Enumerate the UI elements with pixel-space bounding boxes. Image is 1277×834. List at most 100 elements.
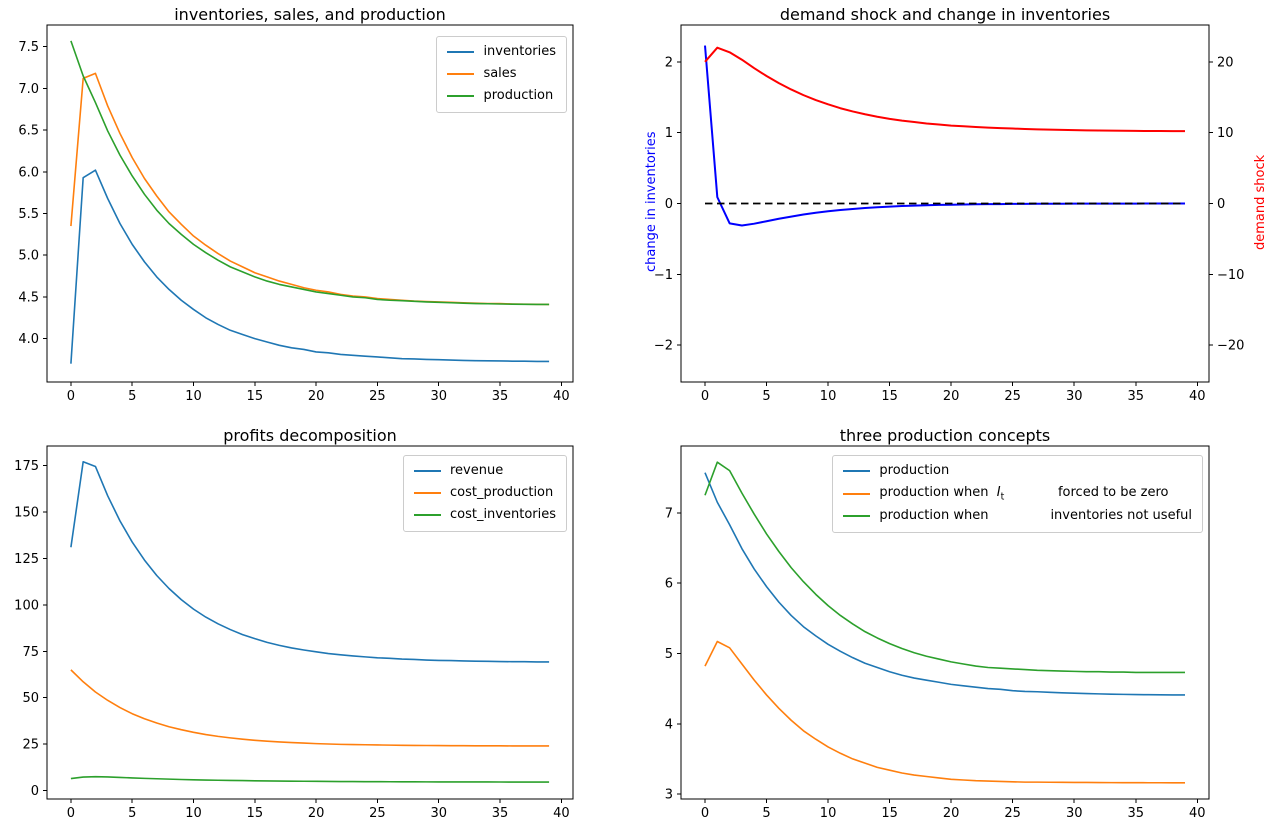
y-tick-label: −1 xyxy=(654,268,673,283)
legend-label: production xyxy=(483,87,554,103)
y-tick-label: 6.0 xyxy=(18,165,39,180)
x-tick-label: 40 xyxy=(553,806,570,821)
legend-label: production when It forced to be zero xyxy=(879,484,1169,503)
series-line-production-when-inventories-forced-zero xyxy=(704,640,1185,784)
y-tick-label: 4.0 xyxy=(18,332,39,347)
axes-frame xyxy=(680,445,1210,800)
legend-entry-inventories: inventories xyxy=(447,43,556,62)
x-tick-label: 15 xyxy=(881,389,898,404)
legend-entry-production: production xyxy=(447,87,556,106)
axes-frame xyxy=(46,445,574,800)
series-line-revenue xyxy=(70,460,550,663)
legend-line-swatch xyxy=(843,515,871,518)
subplot-title-inventories-sales-production: inventories, sales, and production xyxy=(174,5,446,24)
subplot-inventories-sales-production: 0 5 10 15 20 25 30 35 40 4.0 4.5 5.0 5.5 6.0 6.5 7.0 7.5 xyxy=(18,24,574,404)
x-tick-label: 35 xyxy=(492,806,509,821)
legend-inventories-sales-production: inventories sales production xyxy=(436,36,567,113)
legend-line-swatch xyxy=(843,492,871,495)
series-line-production-when-inventories-not-useful xyxy=(704,461,1185,674)
legend-entry-production-when-inventories-not-useful: production when inventories not useful xyxy=(843,507,1192,526)
x-tick-label: 5 xyxy=(762,389,770,404)
x-tick-label: 40 xyxy=(1189,389,1206,404)
legend-label: inventories xyxy=(483,44,556,59)
legend-entry-sales: sales xyxy=(447,65,556,84)
y-tick-label: 150 xyxy=(14,505,39,520)
x-tick-label: 20 xyxy=(308,806,325,821)
x-tick-label: 10 xyxy=(185,806,202,821)
y-tick-label: 7.5 xyxy=(18,40,39,55)
y-tick-label: 6.5 xyxy=(18,124,39,139)
y-tick-label: 50 xyxy=(22,691,39,706)
x-tick-label: 10 xyxy=(820,806,837,821)
subplot-three-production-concepts: 0 5 10 15 20 25 30 35 40 3 4 5 6 7 xyxy=(665,445,1210,821)
y-tick-label-right: 10 xyxy=(1217,126,1234,141)
y-tick-label: −2 xyxy=(654,339,673,354)
x-tick-label: 25 xyxy=(1004,389,1021,404)
legend-label: sales xyxy=(483,65,517,81)
ylabel-demand-shock: demand shock xyxy=(1253,154,1268,250)
x-tick-label: 20 xyxy=(943,389,960,404)
x-tick-label: 35 xyxy=(1127,389,1144,404)
x-tick-label: 35 xyxy=(492,389,509,404)
legend-line-swatch xyxy=(843,470,871,473)
y-tick-label: 7.0 xyxy=(18,82,39,97)
legend-label: cost_production xyxy=(449,484,554,500)
x-tick-label: 10 xyxy=(185,389,202,404)
x-tick-label: 5 xyxy=(128,806,136,821)
subplot-title-demand-shock: demand shock and change in inventories xyxy=(779,5,1111,24)
legend-entry-cost-production: cost_production xyxy=(413,484,556,503)
series-line-change-in-inventories xyxy=(704,45,1185,227)
legend-entry-revenue: revenue xyxy=(413,462,556,481)
legend-line-swatch xyxy=(447,73,475,76)
x-tick-label: 35 xyxy=(1127,806,1144,821)
x-tick-label: 15 xyxy=(247,389,264,404)
x-tick-label: 25 xyxy=(369,389,386,404)
axes-frame xyxy=(46,24,574,383)
y-tick-label: 5.0 xyxy=(18,249,39,264)
legend-entry-production-when-inventories-forced-zero: production when It forced to be zero xyxy=(843,484,1192,504)
legend-line-swatch xyxy=(413,470,441,473)
x-tick-label: 30 xyxy=(430,389,447,404)
y-tick-label: 7 xyxy=(665,506,673,521)
x-tick-label: 5 xyxy=(128,389,136,404)
series-line-demand-shock xyxy=(704,46,1186,133)
subplot-title-three-production-concepts: three production concepts xyxy=(839,426,1051,445)
x-tick-label: 40 xyxy=(1189,806,1206,821)
y-tick-label-right: 0 xyxy=(1217,197,1225,212)
y-tick-label: 5.5 xyxy=(18,207,39,222)
y-tick-label: 100 xyxy=(14,598,39,613)
series-line-production xyxy=(704,472,1185,696)
x-tick-label: 0 xyxy=(701,389,709,404)
y-tick-label: 2 xyxy=(665,55,673,70)
legend-label: production when inventories not useful xyxy=(879,508,1192,523)
y-tick-label: 0 xyxy=(31,784,39,799)
series-line-production xyxy=(70,40,550,306)
legend-line-swatch xyxy=(447,51,475,54)
legend-line-swatch xyxy=(413,514,441,517)
legend-label: revenue xyxy=(449,463,504,478)
x-tick-label: 0 xyxy=(701,806,709,821)
x-tick-label: 30 xyxy=(430,806,447,821)
x-tick-label: 25 xyxy=(369,806,386,821)
x-tick-label: 20 xyxy=(943,806,960,821)
series-line-inventories xyxy=(70,169,550,364)
legend-entry-production: production xyxy=(843,462,1192,481)
y-tick-label: 25 xyxy=(22,738,39,753)
subplot-profits-decomposition: 0 5 10 15 20 25 30 35 40 0 25 50 75 100 125 150 175 xyxy=(14,445,574,821)
x-tick-label: 15 xyxy=(247,806,264,821)
legend-profits-decomposition: revenue cost_production cost_inventories xyxy=(402,455,567,532)
x-tick-label: 5 xyxy=(762,806,770,821)
x-tick-label: 0 xyxy=(67,806,75,821)
legend-three-production-concepts: production production when It forced to b… xyxy=(832,455,1203,533)
y-tick-label: 4.5 xyxy=(18,290,39,305)
x-tick-label: 15 xyxy=(881,806,898,821)
y-tick-label: 4 xyxy=(665,717,673,732)
x-tick-label: 30 xyxy=(1066,389,1083,404)
y-tick-label-right: 20 xyxy=(1217,55,1234,70)
legend-line-swatch xyxy=(447,95,475,98)
subplot-title-profits-decomposition: profits decomposition xyxy=(223,426,397,445)
legend-label: cost_inventories xyxy=(449,506,556,522)
